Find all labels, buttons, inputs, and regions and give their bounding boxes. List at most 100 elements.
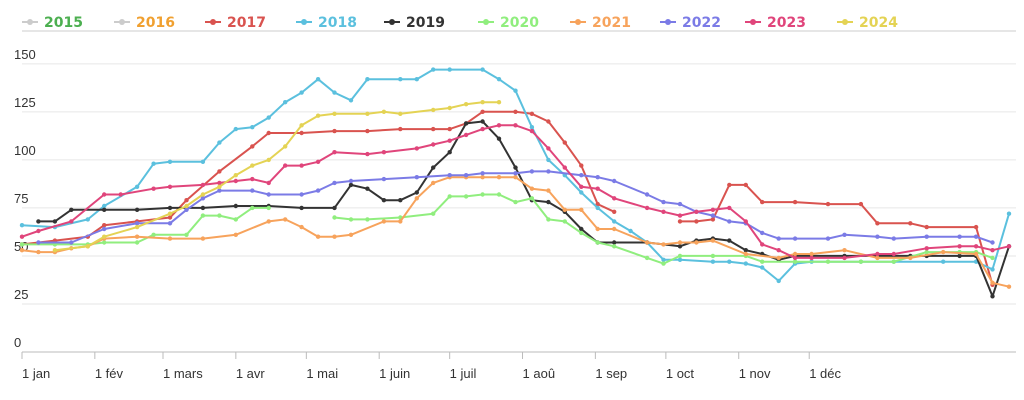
data-point bbox=[167, 184, 173, 189]
data-point bbox=[480, 100, 485, 105]
data-point bbox=[200, 236, 206, 241]
data-point bbox=[842, 232, 847, 237]
data-point bbox=[36, 219, 41, 224]
data-point bbox=[431, 165, 436, 170]
legend-item-2021: 2021 bbox=[570, 15, 631, 31]
data-point bbox=[217, 169, 222, 174]
data-point bbox=[463, 102, 469, 107]
data-point bbox=[233, 173, 238, 178]
series-line-2021 bbox=[21, 176, 1010, 288]
data-point bbox=[36, 228, 41, 234]
data-point bbox=[480, 192, 485, 197]
data-point bbox=[990, 280, 995, 285]
data-point bbox=[529, 169, 535, 174]
data-point bbox=[546, 146, 551, 151]
data-point bbox=[825, 259, 831, 264]
data-point bbox=[595, 175, 600, 180]
data-point bbox=[760, 242, 765, 247]
data-point bbox=[710, 238, 716, 243]
data-point bbox=[266, 205, 271, 211]
data-point bbox=[529, 196, 535, 201]
data-point bbox=[743, 261, 748, 266]
x-axis: 1 jan 1 fév 1 mars 1 avr 1 mai 1 juin 1 juil 1 … bbox=[21, 351, 1016, 381]
data-point bbox=[677, 244, 683, 249]
data-point bbox=[908, 255, 913, 261]
data-point bbox=[102, 207, 107, 212]
legend-swatch-marker bbox=[210, 19, 216, 25]
x-tick-label: 1 déc bbox=[809, 366, 841, 381]
data-point bbox=[447, 105, 452, 111]
gridlines bbox=[22, 30, 1016, 305]
legend-item-2020: 2020 bbox=[478, 15, 539, 31]
data-point bbox=[381, 219, 387, 224]
data-point bbox=[36, 249, 41, 255]
x-tick-label: 1 mars bbox=[163, 366, 203, 381]
data-point bbox=[957, 253, 962, 259]
data-point bbox=[792, 199, 798, 205]
legend-swatch-marker bbox=[750, 19, 756, 25]
data-point bbox=[19, 234, 25, 239]
data-point bbox=[200, 182, 206, 188]
data-point bbox=[973, 251, 979, 257]
data-point bbox=[167, 205, 173, 211]
data-point bbox=[908, 221, 913, 226]
data-point bbox=[546, 157, 551, 163]
data-point bbox=[463, 194, 469, 199]
data-point bbox=[562, 207, 567, 212]
data-point bbox=[595, 186, 600, 191]
data-point bbox=[299, 130, 304, 136]
data-point bbox=[398, 198, 403, 203]
data-point bbox=[332, 150, 337, 155]
series-line-2017 bbox=[21, 110, 616, 246]
data-point bbox=[496, 192, 502, 197]
series-2018 bbox=[19, 67, 1012, 284]
data-point bbox=[283, 144, 288, 149]
data-point bbox=[562, 140, 567, 145]
data-point bbox=[595, 226, 600, 232]
data-point bbox=[480, 175, 485, 180]
data-point bbox=[151, 232, 156, 237]
data-point bbox=[365, 151, 370, 157]
data-point bbox=[875, 234, 880, 239]
data-point bbox=[217, 188, 222, 193]
legend-label: 2020 bbox=[500, 15, 539, 31]
data-point bbox=[990, 248, 995, 253]
series-line-2020 bbox=[21, 206, 270, 246]
data-point bbox=[69, 219, 74, 224]
data-point bbox=[184, 207, 189, 212]
data-point bbox=[102, 226, 107, 232]
data-point bbox=[891, 236, 896, 241]
data-point bbox=[546, 119, 551, 124]
data-point bbox=[924, 249, 929, 255]
legend-swatch-marker bbox=[483, 19, 489, 25]
data-point bbox=[217, 213, 222, 218]
legend-label: 2018 bbox=[318, 15, 357, 31]
data-point bbox=[365, 77, 370, 82]
data-point bbox=[414, 77, 419, 82]
x-tick-label: 1 sep bbox=[595, 366, 627, 381]
legend-item-2022: 2022 bbox=[660, 15, 721, 31]
data-point bbox=[414, 190, 419, 195]
data-point bbox=[760, 259, 765, 264]
data-point bbox=[546, 169, 551, 174]
data-point bbox=[694, 219, 699, 224]
data-point bbox=[612, 240, 617, 245]
data-point bbox=[644, 240, 650, 245]
data-point bbox=[595, 205, 600, 211]
data-point bbox=[710, 213, 716, 218]
data-point bbox=[266, 157, 271, 163]
x-tick-label: 1 oct bbox=[666, 366, 695, 381]
data-point bbox=[348, 98, 354, 103]
data-point bbox=[398, 219, 403, 224]
data-point bbox=[710, 207, 716, 212]
data-point bbox=[431, 180, 436, 186]
series-2020 bbox=[19, 192, 995, 266]
x-tick-label: 1 nov bbox=[739, 366, 771, 381]
data-point bbox=[513, 165, 518, 170]
legend-item-2018: 2018 bbox=[296, 15, 357, 31]
data-point bbox=[102, 240, 107, 245]
data-point bbox=[546, 199, 551, 205]
data-point bbox=[217, 140, 222, 145]
data-point bbox=[677, 253, 683, 259]
legend-swatch-marker bbox=[575, 19, 581, 25]
